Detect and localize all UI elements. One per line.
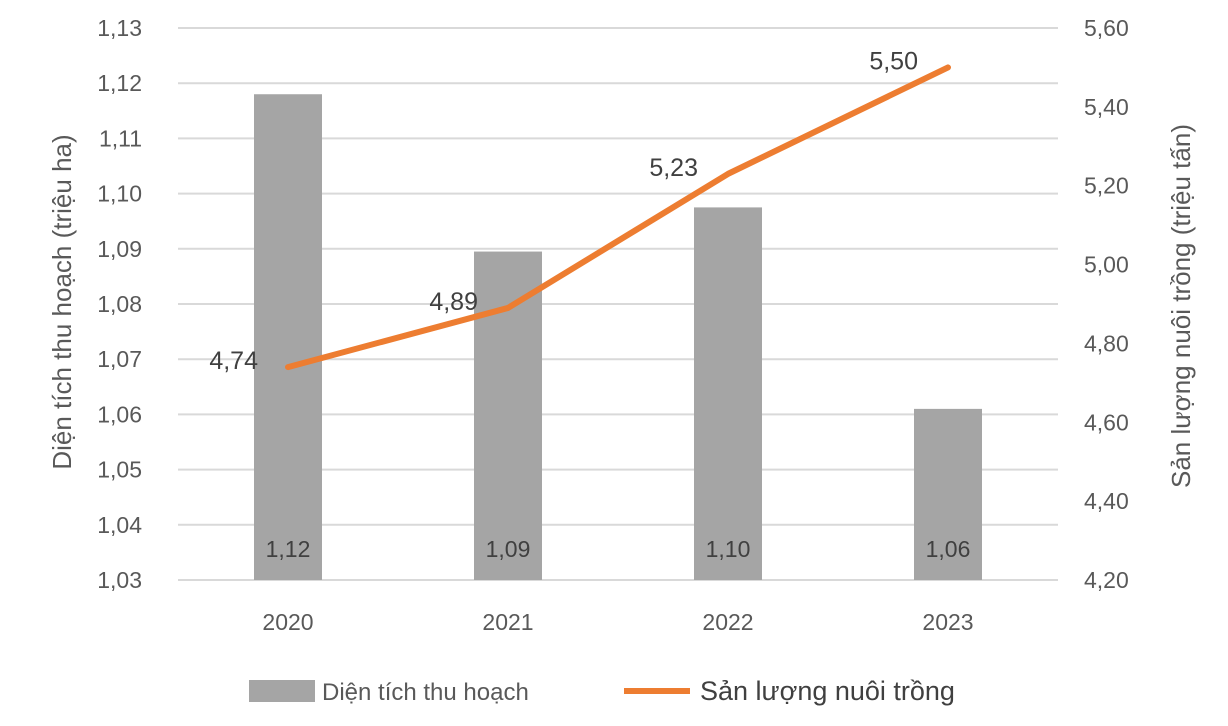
y-left-tick-label: 1,09 xyxy=(97,236,142,262)
line-point xyxy=(727,173,729,175)
bar xyxy=(914,408,982,580)
y-left-tick-label: 1,08 xyxy=(97,291,142,317)
bar-data-label: 1,09 xyxy=(486,536,531,562)
line-data-label: 5,50 xyxy=(869,47,918,75)
y-right-tick-label: 4,60 xyxy=(1084,409,1129,435)
y-left-tick-label: 1,04 xyxy=(97,512,142,538)
line-data-label: 5,23 xyxy=(649,154,698,182)
line-point xyxy=(287,366,289,368)
bar-data-label: 1,12 xyxy=(266,536,311,562)
line-path xyxy=(285,64,951,371)
y-right-tick-label: 5,40 xyxy=(1084,94,1129,120)
y-right-tick-label: 5,20 xyxy=(1084,173,1129,199)
bar-series xyxy=(254,94,982,581)
x-tick-label: 2020 xyxy=(262,609,313,635)
y-left-tick-label: 1,12 xyxy=(97,70,142,96)
y-right-axis-title: Sản lượng nuôi trồng (triệu tấn) xyxy=(1166,124,1196,488)
data-labels: 1,12 1,09 1,10 1,06 4,74 4,89 5,23 5,50 xyxy=(209,47,970,562)
y-left-axis-title: Diện tích thu hoạch (triệu ha) xyxy=(47,134,77,469)
y-left-tick-label: 1,13 xyxy=(97,15,142,41)
line-data-label: 4,89 xyxy=(429,288,478,316)
y-right-tick-label: 4,80 xyxy=(1084,330,1129,356)
legend-bar-label: Diện tích thu hoạch xyxy=(322,679,529,706)
bar xyxy=(694,207,762,580)
y-left-tick-label: 1,06 xyxy=(97,401,142,427)
legend-line-label: Sản lượng nuôi trồng xyxy=(700,676,955,706)
bar xyxy=(254,94,322,581)
legend-bar-swatch xyxy=(249,680,315,702)
y-right-tick-label: 4,40 xyxy=(1084,488,1129,514)
line-series xyxy=(285,64,951,371)
x-tick-label: 2021 xyxy=(482,609,533,635)
line-data-label: 4,74 xyxy=(209,347,258,375)
y-left-tick-label: 1,07 xyxy=(97,346,142,372)
x-tick-label: 2022 xyxy=(702,609,753,635)
x-tick-label: 2023 xyxy=(922,609,973,635)
y-left-tick-label: 1,03 xyxy=(97,567,142,593)
bar xyxy=(474,251,542,580)
y-left-tick-label: 1,10 xyxy=(97,181,142,207)
y-left-tick-label: 1,11 xyxy=(99,125,142,151)
line-point xyxy=(947,66,949,68)
line-point xyxy=(507,307,509,309)
y-right-tick-label: 4,20 xyxy=(1084,567,1129,593)
y-right-tick-label: 5,00 xyxy=(1084,252,1129,278)
bar-data-label: 1,10 xyxy=(706,536,751,562)
y-left-tick-label: 1,05 xyxy=(97,457,142,483)
bar-data-label: 1,06 xyxy=(926,536,971,562)
legend: Diện tích thu hoạch Sản lượng nuôi trồng xyxy=(249,676,955,706)
axes: 1,03 1,04 1,05 1,06 1,07 1,08 1,09 1,10 1,11 1,12… xyxy=(97,15,1129,635)
y-right-tick-label: 5,60 xyxy=(1084,15,1129,41)
